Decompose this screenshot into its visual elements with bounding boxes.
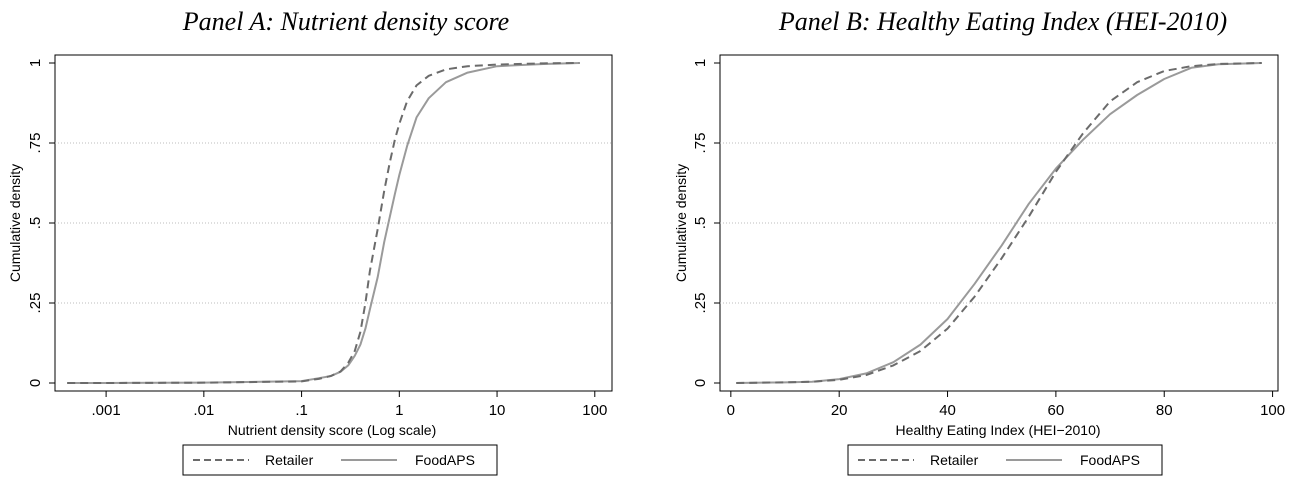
x-tick-label: .01 [193, 402, 214, 419]
x-tick-label: 0 [727, 402, 735, 419]
legend-label: FoodAPS [415, 452, 475, 468]
plot-frame [54, 54, 613, 392]
x-tick-label: 100 [582, 402, 607, 419]
y-tick-label: .25 [692, 293, 709, 314]
y-axis-label: Cumulative density [7, 164, 23, 282]
y-tick-label: .75 [27, 133, 44, 154]
y-tick-label: .25 [27, 293, 44, 314]
series-line-retailer [67, 62, 580, 384]
x-tick-label: 20 [831, 402, 848, 419]
y-axis-label: Cumulative density [673, 164, 689, 282]
x-tick-label: 1 [395, 402, 403, 419]
legend: Retailer FoodAPS [847, 444, 1163, 476]
y-tick-label: 0 [27, 379, 44, 387]
x-tick-label: 10 [489, 402, 506, 419]
x-axis-label: Nutrient density score (Log scale) [228, 422, 437, 438]
legend-box [847, 444, 1163, 476]
panel-title: Panel A: Nutrient density score [182, 7, 509, 36]
y-tick-label: .75 [692, 133, 709, 154]
y-tick-label: 1 [692, 59, 709, 67]
y-tick-label: 0 [692, 379, 709, 387]
series-line-foodaps [736, 62, 1262, 384]
x-tick-label: .001 [92, 402, 121, 419]
x-tick-label: 40 [939, 402, 956, 419]
y-tick-label: 1 [27, 59, 44, 67]
legend-box [182, 444, 498, 476]
legend-label: Retailer [930, 452, 979, 468]
legend-label: FoodAPS [1080, 452, 1140, 468]
y-tick-label: .5 [692, 217, 709, 230]
legend: Retailer FoodAPS [182, 444, 498, 476]
panel-b: Panel B: Healthy Eating Index (HEI-2010)… [673, 7, 1285, 476]
y-tick-label: .5 [27, 217, 44, 230]
x-tick-label: 60 [1048, 402, 1065, 419]
series-line-retailer [736, 62, 1262, 384]
panel-title: Panel B: Healthy Eating Index (HEI-2010) [778, 7, 1227, 36]
x-tick-label: 80 [1156, 402, 1173, 419]
legend-label: Retailer [265, 452, 314, 468]
x-axis-label: Healthy Eating Index (HEI−2010) [895, 422, 1100, 438]
panel-a: Panel A: Nutrient density score 0 .25 .5 .75… [7, 7, 613, 476]
x-tick-label: 100 [1260, 402, 1285, 419]
x-tick-label: .1 [295, 402, 308, 419]
